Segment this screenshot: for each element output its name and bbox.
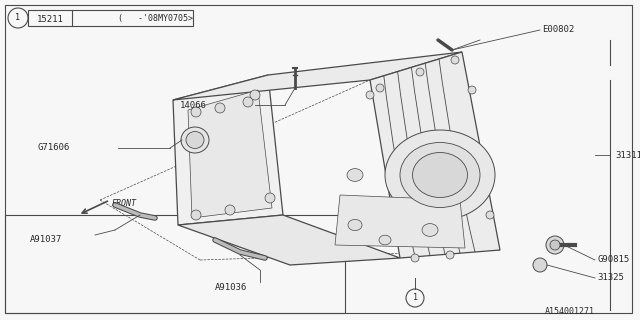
Ellipse shape: [379, 235, 391, 245]
Text: A91036: A91036: [215, 284, 247, 292]
Circle shape: [191, 210, 201, 220]
Circle shape: [411, 254, 419, 262]
Text: G90815: G90815: [597, 255, 629, 265]
Text: 31325: 31325: [597, 274, 624, 283]
Text: G71606: G71606: [38, 143, 70, 153]
Circle shape: [215, 103, 225, 113]
Polygon shape: [335, 195, 465, 248]
Polygon shape: [370, 52, 500, 258]
Polygon shape: [178, 215, 400, 265]
Text: FRONT: FRONT: [112, 198, 137, 207]
Ellipse shape: [347, 169, 363, 181]
Text: A91037: A91037: [30, 236, 62, 244]
Circle shape: [451, 56, 459, 64]
Ellipse shape: [400, 142, 480, 207]
Polygon shape: [173, 52, 462, 100]
Circle shape: [191, 107, 201, 117]
Text: 1: 1: [413, 293, 417, 302]
Circle shape: [468, 86, 476, 94]
Ellipse shape: [348, 220, 362, 231]
Text: 31311: 31311: [615, 150, 640, 159]
Ellipse shape: [385, 130, 495, 220]
Ellipse shape: [422, 224, 438, 236]
Circle shape: [533, 258, 547, 272]
Circle shape: [446, 251, 454, 259]
Circle shape: [250, 90, 260, 100]
Text: (   -'08MY0705>: ( -'08MY0705>: [118, 14, 193, 23]
Circle shape: [366, 91, 374, 99]
Polygon shape: [173, 75, 283, 225]
Circle shape: [486, 211, 494, 219]
Polygon shape: [188, 90, 272, 218]
Bar: [28, 10, 193, 26]
Bar: [5, 215, 345, 313]
Ellipse shape: [413, 153, 467, 197]
Text: 14066: 14066: [180, 100, 207, 109]
Circle shape: [416, 68, 424, 76]
Circle shape: [546, 236, 564, 254]
Circle shape: [550, 240, 560, 250]
Ellipse shape: [181, 127, 209, 153]
Text: 1: 1: [15, 13, 20, 22]
Circle shape: [243, 97, 253, 107]
Text: A154001271: A154001271: [545, 308, 595, 316]
Text: 15211: 15211: [36, 14, 63, 23]
Circle shape: [376, 84, 384, 92]
Ellipse shape: [186, 132, 204, 148]
Circle shape: [265, 193, 275, 203]
Circle shape: [225, 205, 235, 215]
Text: E00802: E00802: [542, 26, 574, 35]
